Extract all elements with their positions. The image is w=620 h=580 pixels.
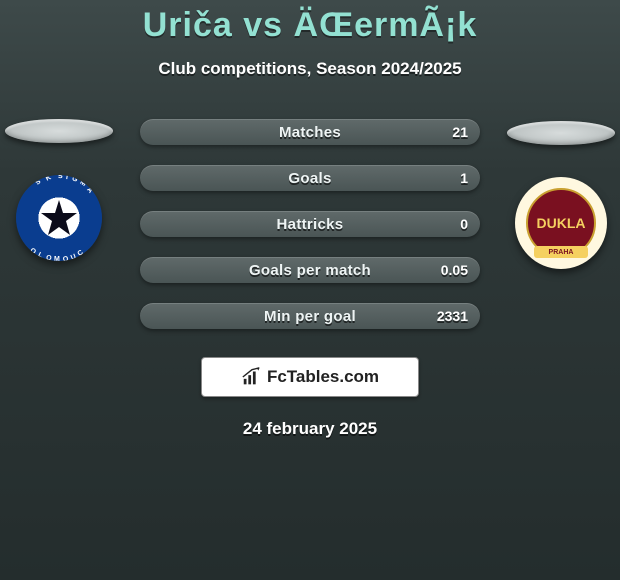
star-icon: ★ <box>555 177 568 180</box>
team-right-slot: ★ DUKLA PRAHA <box>506 121 616 269</box>
pedestal-right <box>507 121 615 145</box>
bars-icon <box>241 366 263 388</box>
stat-row-matches: Matches 21 <box>140 119 480 145</box>
brand-box: FcTables.com <box>201 357 419 397</box>
stat-row-gpm: Goals per match 0.05 <box>140 257 480 283</box>
stat-label: Matches <box>279 124 341 141</box>
team-right-inner: DUKLA PRAHA <box>526 188 596 258</box>
stats-list: Matches 21 Goals 1 Hattricks 0 Goals per… <box>140 119 480 329</box>
date-text: 24 february 2025 <box>0 419 620 439</box>
pedestal-left <box>5 119 113 143</box>
stat-label: Hattricks <box>277 216 344 233</box>
brand-text: FcTables.com <box>267 367 379 387</box>
page-subtitle: Club competitions, Season 2024/2025 <box>0 59 620 79</box>
stat-label: Goals per match <box>249 262 371 279</box>
page-title: Uriča vs ÄŒermÃ¡k <box>0 0 620 45</box>
team-left-slot: S K S I G M A O L O M O U C <box>4 119 114 261</box>
stat-label: Min per goal <box>264 308 356 325</box>
stat-value: 21 <box>452 124 468 140</box>
team-right-banner: PRAHA <box>534 246 588 258</box>
team-right-crest: ★ DUKLA PRAHA <box>515 177 607 269</box>
stat-row-mpg: Min per goal 2331 <box>140 303 480 329</box>
stat-label: Goals <box>288 170 331 187</box>
stat-value: 1 <box>460 170 468 186</box>
stat-value: 2331 <box>437 308 468 324</box>
stat-value: 0 <box>460 216 468 232</box>
stat-row-hattricks: Hattricks 0 <box>140 211 480 237</box>
team-right-text: DUKLA <box>537 215 586 231</box>
stat-value: 0.05 <box>441 262 468 278</box>
content-area: S K S I G M A O L O M O U C ★ DUKLA PR <box>0 119 620 439</box>
team-left-ring-text: S K S I G M A O L O M O U C <box>16 175 102 261</box>
stat-row-goals: Goals 1 <box>140 165 480 191</box>
team-left-crest: S K S I G M A O L O M O U C <box>16 175 102 261</box>
